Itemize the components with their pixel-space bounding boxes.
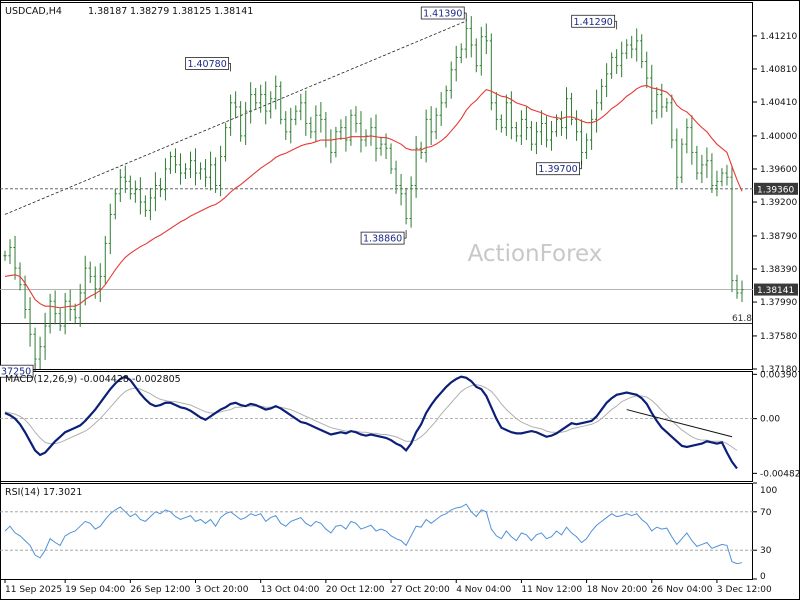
swing-label: 1.41390 <box>423 9 462 20</box>
chart-text: USDCAD,H4 1.38187 1.38279 1.38125 1.3814… <box>5 6 752 498</box>
price-tick-label: 1.37180 <box>760 365 797 375</box>
time-tick-label: 26 Nov 04:00 <box>652 585 713 595</box>
ohlc-high: 1.38279 <box>130 6 169 17</box>
macd-frame <box>0 371 753 482</box>
swing-label: 1.39700 <box>538 164 577 175</box>
price-tick-label: 1.39600 <box>760 165 797 175</box>
macd-title: MACD(12,26,9) -0.004428 -0.002805 <box>5 374 181 385</box>
swing-label-box <box>571 14 616 28</box>
price-tick-label: 1.37580 <box>760 332 797 342</box>
macd-tick-label: -0.004825 <box>760 469 800 479</box>
swing-label-box <box>420 6 465 20</box>
ohlc-open: 1.38187 <box>88 6 127 17</box>
time-tick-label: 11 Nov 12:00 <box>521 585 582 595</box>
moving-average-line <box>4 84 743 309</box>
ohlc-low: 1.38125 <box>172 6 211 17</box>
rsi-tick-label: 70 <box>760 508 772 518</box>
price-panel[interactable]: 1.41210 1.40810 1.40410 1.40000 1.39600 1.392… <box>0 6 798 378</box>
ohlc-close: 1.38141 <box>214 6 253 17</box>
time-tick-label: 26 Sep 12:00 <box>130 585 190 595</box>
level-price-tag: 1.39360 <box>757 185 794 195</box>
level-price-tag-bg <box>754 182 798 195</box>
macd-line <box>4 375 738 470</box>
rsi-tick-label: 0 <box>760 572 766 582</box>
time-axis: 11 Sep 2025 19 Sep 04:00 26 Sep 12:00 3 Oct… <box>4 579 772 595</box>
price-tick-label: 1.38790 <box>760 232 797 242</box>
time-tick-label: 3 Oct 20:00 <box>196 585 249 595</box>
time-tick-label: 20 Oct 12:00 <box>326 585 385 595</box>
rsi-panel[interactable]: 100 70 30 0 <box>0 482 777 582</box>
current-price-tag-bg <box>754 283 798 296</box>
swing-label: 1.40780 <box>187 59 226 70</box>
fib-level-label: 61.8 <box>732 314 752 324</box>
rsi-frame <box>0 483 753 580</box>
time-tick-label: 11 Sep 2025 <box>5 585 62 595</box>
time-tick-label: 4 Nov 04:00 <box>456 585 511 595</box>
time-tick-label: 18 Nov 20:00 <box>587 585 648 595</box>
macd-panel[interactable]: 0.003907 0.00 -0.004825 <box>0 370 800 479</box>
watermark: ActionForex <box>468 241 603 267</box>
swing-label-box <box>360 231 405 245</box>
price-tick-label: 1.41210 <box>760 32 797 42</box>
time-tick-label: 27 Oct 20:00 <box>391 585 450 595</box>
macd-trendline <box>626 409 733 438</box>
price-tick-label: 1.40410 <box>760 98 797 108</box>
price-tick-label: 1.38390 <box>760 265 797 275</box>
time-tick-label: 3 Dec 12:00 <box>717 585 772 595</box>
price-frame <box>0 2 753 370</box>
macd-tick-label: 0.003907 <box>760 370 800 380</box>
time-tick-label: 19 Sep 04:00 <box>65 585 125 595</box>
rsi-title: RSI(14) 17.3021 <box>5 487 82 498</box>
rsi-line <box>4 503 743 565</box>
swing-label-box <box>536 162 580 176</box>
swing-label: 1.38860 <box>363 234 402 245</box>
price-tick-label: 1.40810 <box>760 65 797 75</box>
rsi-tick-label: 100 <box>760 486 777 496</box>
swing-label-box <box>185 57 230 70</box>
swing-label: 1.37250 <box>0 367 31 378</box>
price-tick-label: 1.39200 <box>760 198 797 208</box>
symbol-label: USDCAD,H4 <box>5 6 62 17</box>
macd-tick-label: 0.00 <box>760 415 780 425</box>
time-tick-label: 13 Oct 04:00 <box>261 585 320 595</box>
price-tick-label: 1.40000 <box>760 132 797 142</box>
rsi-tick-label: 30 <box>760 546 772 556</box>
macd-signal-line <box>4 384 738 451</box>
current-price-tag: 1.38141 <box>757 286 794 296</box>
swing-label-box <box>0 364 34 378</box>
price-tick-label: 1.37990 <box>760 298 797 308</box>
swing-label: 1.41290 <box>574 17 613 28</box>
